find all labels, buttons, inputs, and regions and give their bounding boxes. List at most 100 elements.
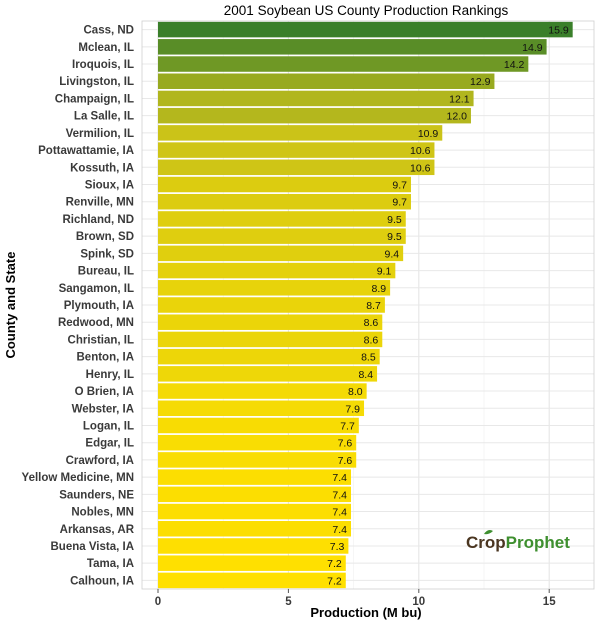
bar-value-label: 8.0 — [348, 386, 363, 398]
bar-value-label: 7.4 — [332, 507, 347, 519]
category-label: O Brien, IA — [75, 386, 134, 398]
category-label: Calhoun, IA — [70, 575, 134, 587]
bar — [158, 434, 357, 451]
logo-text-crop: Crop — [466, 533, 506, 552]
category-label: Tama, IA — [87, 558, 134, 570]
bar-value-label: 14.9 — [522, 42, 543, 54]
bar-value-label: 8.6 — [364, 334, 379, 346]
bar — [158, 314, 383, 330]
category-label: Buena Vista, IA — [50, 541, 134, 553]
category-label: Edgar, IL — [85, 438, 134, 450]
logo-text: CropProphet — [466, 533, 570, 552]
bar — [158, 56, 529, 72]
bar — [158, 452, 357, 468]
bar-value-label: 8.5 — [361, 352, 376, 364]
bar-value-label: 9.7 — [392, 180, 407, 192]
bar — [158, 39, 547, 55]
category-label: Logan, IL — [83, 420, 134, 432]
leaf-icon — [484, 530, 493, 535]
y-axis-title: County and State — [3, 252, 18, 359]
bar — [158, 73, 495, 89]
bar — [158, 21, 573, 38]
bar — [158, 521, 351, 537]
category-label: Renville, MN — [66, 197, 134, 209]
bar-value-label: 7.3 — [330, 541, 345, 553]
bar-value-label: 8.6 — [364, 317, 379, 329]
bar-value-label: 12.9 — [470, 76, 491, 88]
category-label: Plymouth, IA — [64, 300, 134, 312]
category-label: Cass, ND — [84, 25, 135, 37]
bar-value-label: 9.1 — [377, 266, 392, 278]
bar-value-label: 9.5 — [387, 231, 402, 243]
category-label: Christian, IL — [68, 334, 134, 346]
bar — [158, 400, 365, 417]
bar — [158, 193, 411, 210]
logo-text-prophet: Prophet — [506, 533, 571, 552]
x-tick-label: 15 — [543, 596, 556, 608]
bar-value-label: 7.2 — [327, 558, 342, 570]
bar-value-label: 7.4 — [332, 489, 347, 501]
y-tick-labels: Cass, ND Mclean, IL Iroquois, IL Livingston… — [22, 25, 135, 588]
bar-value-label: 12.0 — [447, 111, 468, 123]
bar-value-label: 7.4 — [332, 524, 347, 536]
bars — [158, 21, 573, 589]
category-label: Webster, IA — [72, 403, 134, 415]
bar — [158, 107, 471, 124]
category-label: Pottawattamie, IA — [38, 145, 134, 157]
bar — [158, 469, 351, 485]
bar — [158, 486, 351, 503]
category-label: Benton, IA — [77, 352, 135, 364]
bar-value-label: 12.1 — [449, 93, 470, 105]
panel-border — [141, 20, 595, 590]
bar — [158, 262, 396, 279]
bar — [158, 245, 404, 262]
bar-value-label: 9.7 — [392, 197, 407, 209]
bar — [158, 142, 435, 158]
bar — [158, 383, 367, 399]
bar-value-label: 15.9 — [548, 25, 569, 37]
category-label: Sioux, IA — [85, 180, 134, 192]
category-label: Redwood, MN — [58, 317, 134, 329]
x-tick-label: 5 — [285, 596, 292, 608]
bar-value-label: 10.9 — [418, 128, 439, 140]
bar-value-label: 8.9 — [372, 283, 387, 295]
bar — [158, 538, 349, 554]
category-label: Crawford, IA — [66, 455, 134, 467]
bar — [158, 228, 406, 244]
bar — [158, 555, 346, 571]
category-label: Vermilion, IL — [66, 128, 134, 140]
category-label: Champaign, IL — [55, 93, 134, 105]
bar — [158, 366, 378, 382]
category-label: La Salle, IL — [74, 111, 134, 123]
bar-value-label: 10.6 — [410, 162, 431, 174]
category-label: Nobles, MN — [71, 507, 134, 519]
category-label: Saunders, NE — [59, 489, 134, 501]
category-label: Henry, IL — [86, 369, 134, 381]
category-label: Livingston, IL — [59, 76, 134, 88]
bar-value-label: 9.4 — [385, 248, 400, 260]
bar-value-label: 14.2 — [504, 59, 525, 71]
x-tick-label: 10 — [412, 596, 425, 608]
chart-title: 2001 Soybean US County Production Rankin… — [224, 3, 509, 18]
bar — [158, 348, 380, 365]
bar — [158, 572, 346, 589]
category-label: Spink, SD — [80, 248, 134, 260]
cropprophet-logo: CropProphet — [466, 530, 570, 552]
bar-value-label: 8.7 — [366, 300, 381, 312]
category-label: Brown, SD — [76, 231, 134, 243]
x-tick-label: 0 — [155, 596, 161, 608]
bar-value-label: 9.5 — [387, 214, 402, 226]
bar-value-label: 7.4 — [332, 472, 347, 484]
bar — [158, 297, 385, 313]
bar — [158, 176, 411, 193]
bar — [158, 211, 406, 227]
category-label: Bureau, IL — [78, 266, 134, 278]
x-axis-title: Production (M bu) — [310, 605, 421, 620]
bar-value-label: 7.6 — [338, 455, 353, 467]
category-label: Mclean, IL — [78, 42, 134, 54]
category-label: Richland, ND — [62, 214, 134, 226]
bar-value-label: 7.9 — [345, 403, 360, 415]
bar-value-label: 7.2 — [327, 575, 342, 587]
